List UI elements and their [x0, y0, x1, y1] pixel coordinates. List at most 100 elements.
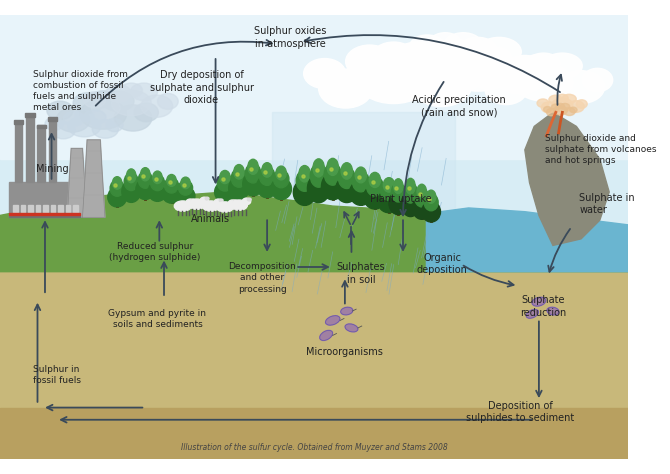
Ellipse shape: [115, 105, 152, 131]
Ellipse shape: [527, 53, 560, 74]
Point: [391, 184, 402, 192]
Ellipse shape: [319, 69, 373, 108]
Ellipse shape: [345, 324, 358, 332]
Ellipse shape: [141, 95, 173, 118]
Ellipse shape: [426, 190, 436, 203]
Bar: [28, 205, 33, 212]
Ellipse shape: [560, 103, 570, 109]
Ellipse shape: [383, 178, 395, 192]
Point: [424, 195, 435, 202]
Ellipse shape: [341, 307, 353, 315]
Ellipse shape: [547, 307, 559, 315]
Ellipse shape: [181, 177, 190, 189]
Ellipse shape: [313, 159, 324, 177]
Ellipse shape: [350, 181, 372, 205]
Bar: [9, 213, 80, 216]
Ellipse shape: [92, 120, 119, 138]
Ellipse shape: [138, 172, 152, 188]
Ellipse shape: [296, 170, 313, 191]
Ellipse shape: [381, 182, 397, 201]
Ellipse shape: [543, 53, 582, 79]
Ellipse shape: [526, 310, 539, 318]
Ellipse shape: [106, 85, 131, 102]
Ellipse shape: [233, 200, 237, 203]
Ellipse shape: [205, 197, 209, 200]
Bar: [49, 118, 56, 182]
Ellipse shape: [326, 316, 340, 325]
Text: Animals: Animals: [192, 214, 230, 224]
Text: Deposition of
sulphides to sediment: Deposition of sulphides to sediment: [466, 401, 574, 423]
Polygon shape: [0, 192, 628, 272]
Ellipse shape: [214, 199, 222, 206]
Bar: [15, 121, 23, 182]
Text: Sulphur dioxide and
sulphate from volcanoes
and hot springs: Sulphur dioxide and sulphate from volcan…: [545, 134, 657, 165]
Ellipse shape: [45, 117, 64, 130]
Bar: [38, 126, 45, 182]
Ellipse shape: [162, 184, 181, 203]
Ellipse shape: [443, 62, 482, 91]
Ellipse shape: [202, 201, 219, 211]
Ellipse shape: [352, 172, 369, 192]
Point: [110, 181, 121, 189]
Point: [382, 183, 393, 191]
Bar: [25, 113, 35, 117]
Ellipse shape: [541, 102, 556, 113]
Ellipse shape: [186, 199, 194, 206]
Ellipse shape: [373, 42, 415, 69]
Ellipse shape: [75, 110, 94, 122]
Ellipse shape: [476, 37, 521, 66]
Text: Reduced sulphur
(hydrogen sulphide): Reduced sulphur (hydrogen sulphide): [109, 242, 200, 262]
Polygon shape: [426, 208, 628, 272]
Point: [274, 171, 285, 179]
Ellipse shape: [191, 199, 195, 202]
Bar: [66, 205, 70, 212]
Ellipse shape: [557, 103, 564, 109]
Bar: [272, 112, 454, 276]
Polygon shape: [525, 112, 609, 246]
Ellipse shape: [567, 100, 584, 112]
Point: [260, 168, 271, 176]
Bar: [36, 205, 40, 212]
Ellipse shape: [424, 194, 438, 211]
Ellipse shape: [473, 66, 506, 90]
Ellipse shape: [178, 181, 192, 195]
Point: [326, 165, 336, 173]
Ellipse shape: [243, 198, 251, 205]
Ellipse shape: [537, 99, 549, 108]
Ellipse shape: [304, 59, 346, 89]
Ellipse shape: [364, 185, 386, 209]
Point: [124, 174, 135, 182]
Ellipse shape: [553, 106, 567, 115]
Point: [368, 178, 379, 186]
Ellipse shape: [273, 170, 289, 188]
Ellipse shape: [341, 163, 352, 179]
Ellipse shape: [485, 74, 527, 105]
Point: [297, 172, 308, 180]
Ellipse shape: [52, 122, 75, 139]
Ellipse shape: [68, 116, 100, 137]
Ellipse shape: [562, 94, 576, 104]
Point: [178, 181, 189, 188]
Bar: [0, 15, 628, 272]
Text: Sulphate in
water: Sulphate in water: [579, 193, 634, 215]
Ellipse shape: [111, 90, 151, 116]
Ellipse shape: [243, 172, 263, 196]
Ellipse shape: [153, 171, 162, 183]
Ellipse shape: [389, 53, 429, 82]
Ellipse shape: [83, 92, 106, 108]
Ellipse shape: [91, 97, 120, 118]
Ellipse shape: [174, 201, 191, 211]
Point: [150, 175, 161, 183]
Ellipse shape: [394, 179, 403, 193]
Point: [232, 170, 243, 178]
Bar: [48, 117, 57, 121]
Ellipse shape: [73, 93, 103, 113]
Ellipse shape: [547, 109, 557, 116]
Ellipse shape: [219, 199, 223, 202]
Ellipse shape: [392, 42, 443, 75]
Ellipse shape: [141, 168, 150, 181]
Ellipse shape: [276, 166, 286, 180]
Point: [246, 165, 257, 173]
Point: [164, 178, 175, 186]
Ellipse shape: [157, 93, 178, 109]
